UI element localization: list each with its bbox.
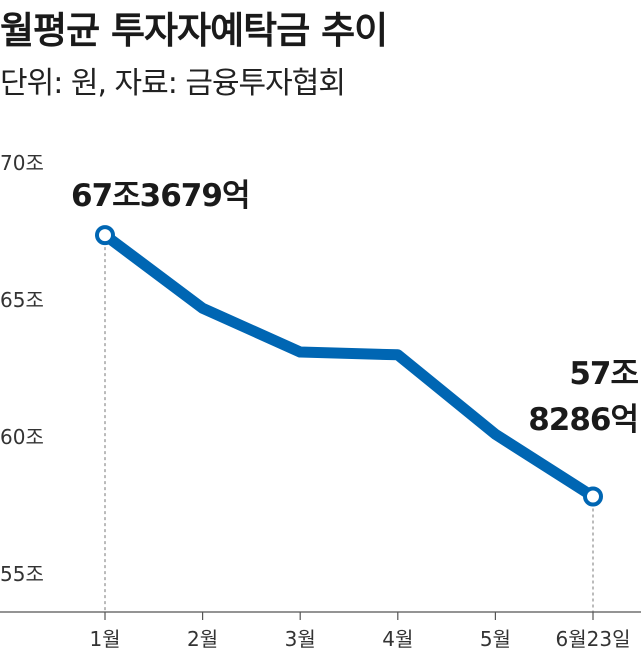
x-tick-label: 2월 (187, 627, 218, 651)
x-tick-label: 3월 (285, 627, 316, 651)
y-tick-label: 65조 (0, 288, 44, 312)
x-axis-ticks: 1월 2월 3월 4월 5월 6월23일 (89, 612, 630, 651)
x-tick-label: 4월 (382, 627, 413, 651)
x-tick-label: 1월 (89, 627, 120, 651)
guide-lines (104, 235, 594, 612)
data-labels: 67조3679억 57조 8286억 (71, 178, 639, 438)
data-label: 57조 (569, 356, 638, 392)
chart-title: 월평균 투자자예탁금 추이 (0, 9, 388, 52)
data-point-marker (583, 486, 603, 507)
x-tick-label: 6월23일 (556, 627, 631, 651)
y-tick-label: 60조 (0, 425, 44, 449)
x-tick-label: 5월 (480, 627, 511, 651)
y-tick-label: 55조 (0, 562, 44, 586)
chart-subtitle: 단위: 원, 자료: 금융투자협회 (0, 66, 346, 101)
data-label: 67조3679억 (71, 178, 249, 214)
y-axis-ticks: 70조 65조 60조 55조 (0, 151, 44, 586)
series-line-path (99, 229, 599, 502)
y-tick-label: 70조 (0, 151, 44, 175)
data-point-marker (95, 225, 115, 246)
series-line (95, 225, 603, 507)
data-label: 8286억 (528, 402, 638, 438)
